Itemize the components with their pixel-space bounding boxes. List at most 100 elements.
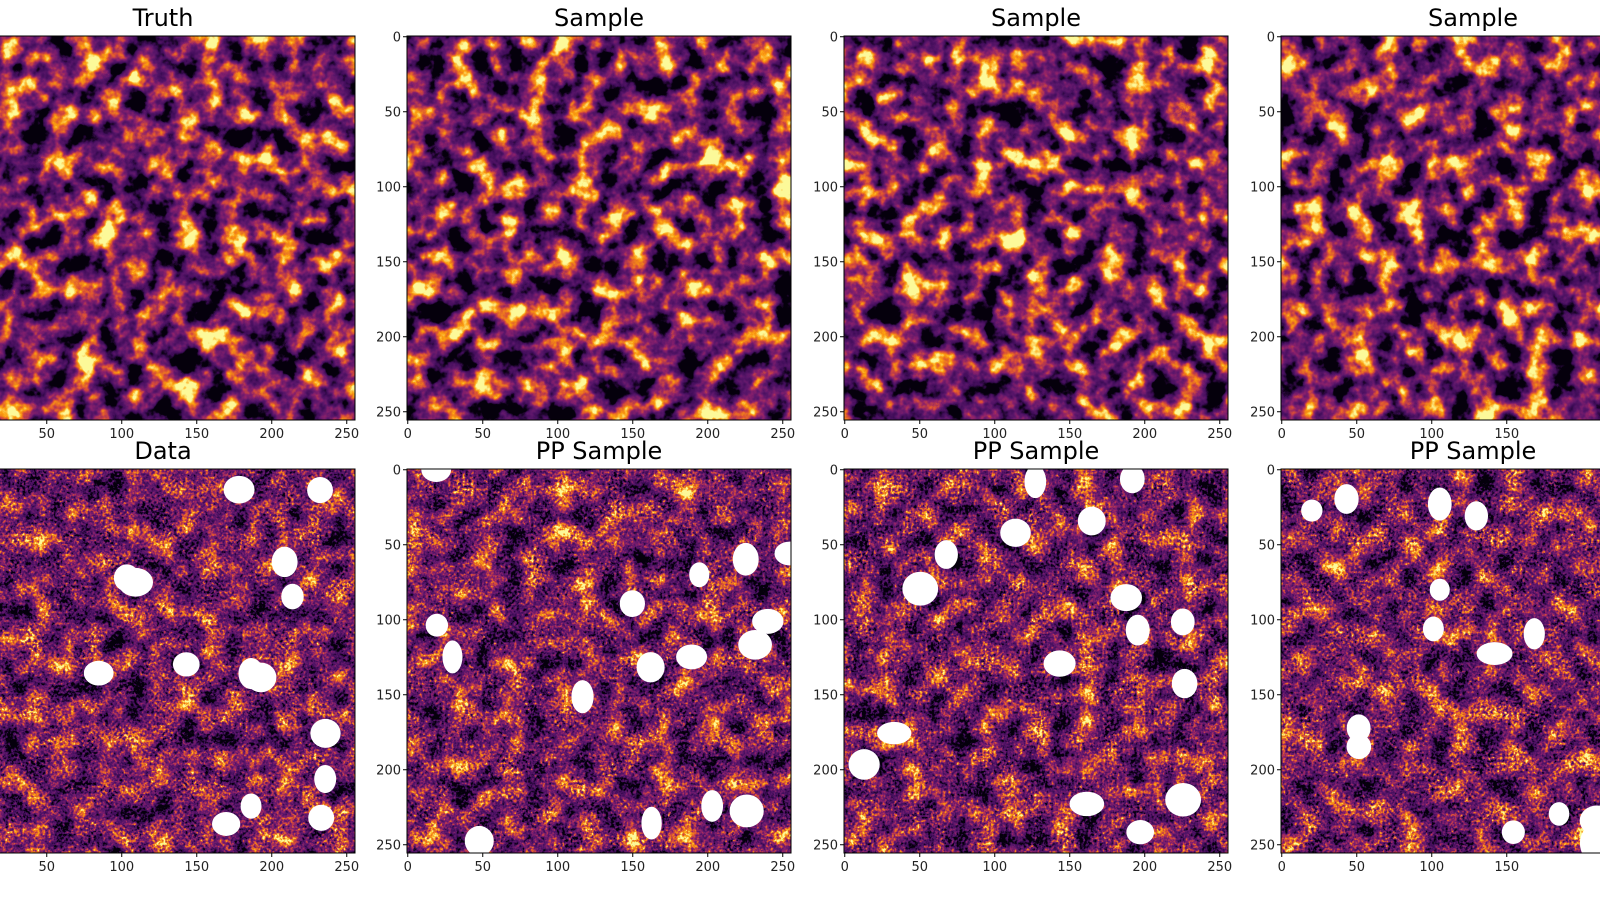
mask-hole (1043, 650, 1076, 677)
panel (1281, 36, 1600, 420)
mask-hole (1346, 734, 1372, 760)
panel-title: Sample (991, 4, 1081, 32)
y-tick-label: 100 (1250, 613, 1275, 628)
x-tick-label: 100 (109, 427, 134, 442)
mask-hole (676, 644, 708, 670)
x-tick-label: 250 (770, 860, 795, 875)
image-frame (0, 468, 356, 854)
y-tick-label: 50 (1258, 105, 1275, 120)
panel-title: Sample (1428, 4, 1518, 32)
image (1281, 469, 1600, 853)
mask-hole (1429, 578, 1450, 601)
mask-hole (1334, 484, 1359, 514)
mask-hole (281, 583, 304, 610)
mask-hole (212, 811, 241, 836)
mask-hole (1024, 469, 1047, 499)
y-tick-label: 200 (813, 330, 838, 345)
panel-title: Sample (554, 4, 644, 32)
y-tick-label: 200 (376, 330, 401, 345)
y-tick-label: 0 (393, 463, 401, 478)
x-tick-label: 50 (38, 427, 55, 442)
y-tick-label: 100 (376, 613, 401, 628)
y-tick-label: 100 (376, 180, 401, 195)
x-tick-label: 50 (474, 427, 491, 442)
y-tick-label: 150 (813, 688, 838, 703)
panel (1281, 469, 1600, 853)
y-tick-label: 0 (1267, 463, 1275, 478)
x-tick-label: 50 (38, 860, 55, 875)
panel (0, 469, 355, 853)
mask-hole (729, 794, 764, 828)
mask-hole (421, 469, 452, 482)
y-tick-label: 150 (813, 255, 838, 270)
y-tick-label: 200 (813, 763, 838, 778)
image-frame (1280, 35, 1600, 421)
image-frame (0, 35, 356, 421)
x-tick-label: 150 (184, 860, 209, 875)
mask-hole (732, 542, 759, 576)
mask-hole (464, 825, 494, 853)
mask-hole (1301, 499, 1323, 522)
y-tick-label: 150 (1250, 255, 1275, 270)
x-tick-label: 100 (982, 427, 1007, 442)
x-tick-label: 100 (982, 860, 1007, 875)
y-tick-label: 200 (376, 763, 401, 778)
x-tick-label: 50 (1348, 860, 1365, 875)
x-tick-label: 200 (1132, 860, 1157, 875)
mask-hole (641, 806, 662, 840)
y-tick-label: 50 (821, 105, 838, 120)
x-tick-label: 150 (620, 860, 645, 875)
y-tick-label: 100 (1250, 180, 1275, 195)
mask-hole (1110, 584, 1143, 612)
y-tick-label: 0 (393, 30, 401, 45)
mask-hole (271, 546, 298, 578)
image-frame (1280, 468, 1600, 854)
mask-hole (1476, 642, 1513, 666)
mask-hole (934, 540, 958, 569)
y-tick-label: 200 (1250, 330, 1275, 345)
y-tick-label: 150 (376, 688, 401, 703)
mask-hole (310, 718, 341, 748)
mask-hole (752, 608, 784, 634)
mask-hole (738, 629, 772, 660)
mask-hole (1077, 506, 1106, 536)
y-tick-label: 250 (813, 838, 838, 853)
mask-hole (877, 721, 912, 745)
mask-hole (902, 571, 939, 606)
mask-hole (701, 790, 724, 822)
panel-title: PP Sample (973, 437, 1100, 465)
x-tick-label: 0 (841, 427, 849, 442)
x-tick-label: 100 (109, 860, 134, 875)
mask-hole (1523, 618, 1545, 650)
y-tick-label: 250 (1250, 405, 1275, 420)
mask-hole (223, 475, 255, 504)
y-tick-label: 50 (1258, 538, 1275, 553)
mask-hole (619, 590, 645, 617)
mask-hole (442, 640, 463, 674)
image-frame (406, 35, 792, 421)
x-tick-label: 250 (334, 860, 359, 875)
x-tick-label: 0 (404, 427, 412, 442)
y-tick-label: 250 (376, 838, 401, 853)
mask-hole (113, 564, 140, 592)
image (407, 36, 791, 420)
image (0, 36, 355, 420)
image-frame (406, 468, 792, 854)
image (1281, 36, 1600, 420)
panel (407, 469, 791, 853)
panel (844, 36, 1228, 420)
y-tick-label: 250 (376, 405, 401, 420)
image-frame (843, 35, 1229, 421)
y-tick-label: 0 (830, 463, 838, 478)
mask-hole (1119, 469, 1145, 494)
x-tick-label: 100 (545, 860, 570, 875)
x-tick-label: 50 (911, 860, 928, 875)
y-tick-label: 150 (1250, 688, 1275, 703)
mask-hole (1422, 616, 1444, 642)
mask-hole (571, 680, 594, 714)
x-tick-label: 250 (1207, 860, 1232, 875)
panel-title: PP Sample (1410, 437, 1537, 465)
y-tick-label: 150 (376, 255, 401, 270)
mask-hole (1069, 791, 1105, 817)
x-tick-label: 150 (620, 427, 645, 442)
